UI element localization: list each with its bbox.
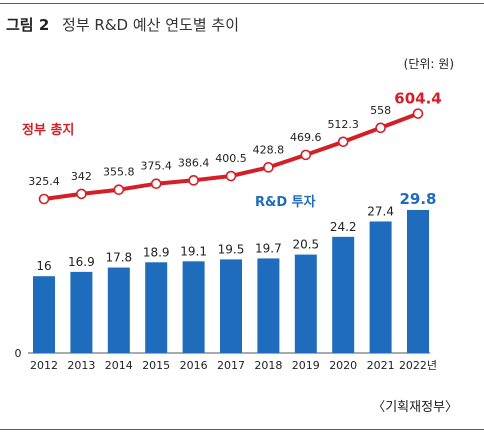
- x-tick-2017: 2017: [217, 359, 245, 372]
- bar-label-2013: 16.9: [68, 255, 95, 269]
- x-tick-2015: 2015: [142, 359, 170, 372]
- line-label-2013: 342: [71, 170, 92, 183]
- bar-2019: [294, 254, 317, 353]
- bar-label-2015: 18.9: [143, 245, 170, 259]
- unit-label: (단위: 원): [403, 57, 454, 71]
- line-point-2015: [150, 178, 162, 189]
- line-label-2021: 558: [370, 104, 391, 117]
- bar-2013: [70, 271, 93, 353]
- bar-2018: [257, 258, 280, 353]
- figure-number: 그림 2: [6, 16, 50, 34]
- bar-series-name: R&D 투자: [255, 195, 316, 210]
- source-label: 〈기획재정부〉: [372, 400, 458, 415]
- bar-label-2016: 19.1: [180, 244, 207, 258]
- bar-2014: [107, 267, 130, 353]
- line-point-2014: [113, 184, 125, 195]
- line-point-2020: [337, 136, 349, 148]
- x-tick-2012: 2012: [30, 359, 58, 372]
- figure-title: 그림 2 정부 R&D 예산 연도별 추이: [6, 14, 239, 35]
- bar-label-2018: 19.7: [255, 241, 282, 255]
- line-label-2017: 400.5: [215, 152, 247, 165]
- line-series-name: 정부 총지: [22, 122, 74, 138]
- line-label-2014: 355.8: [103, 166, 135, 179]
- bar-label-2019: 20.5: [292, 238, 319, 252]
- y-zero-label: 0: [15, 347, 22, 360]
- x-tick-2016: 2016: [180, 359, 208, 372]
- line-point-2018: [263, 162, 274, 173]
- bar-2022년: [407, 209, 429, 353]
- bar-label-2017: 19.5: [218, 242, 245, 256]
- line-label-2015: 375.4: [140, 160, 172, 173]
- line-label-2022년: 604.4: [394, 90, 441, 108]
- bar-2021: [369, 221, 392, 353]
- line-point-2017: [225, 170, 237, 182]
- line-label-2019: 469.6: [290, 131, 322, 144]
- bar-label-2022년: 29.8: [399, 190, 436, 208]
- line-point-2013: [76, 188, 87, 200]
- x-tick-2021: 2021: [367, 359, 395, 372]
- x-tick-2013: 2013: [67, 359, 95, 372]
- figure-title-text: 정부 R&D 예산 연도별 추이: [62, 16, 239, 34]
- bar-label-2020: 24.2: [330, 220, 357, 234]
- line-point-2019: [300, 149, 312, 161]
- line-point-2022년: [412, 108, 424, 119]
- bar-2012: [33, 276, 55, 353]
- bottom-rule: [0, 429, 484, 430]
- bar-label-2021: 27.4: [367, 204, 394, 218]
- bar-2015: [145, 262, 168, 353]
- x-tick-2020: 2020: [329, 359, 357, 372]
- line-label-2020: 512.3: [327, 118, 359, 131]
- line-point-2016: [188, 175, 199, 186]
- bar-label-2012: 16: [36, 259, 51, 273]
- line-point-2021: [375, 122, 386, 134]
- x-tick-2019: 2019: [292, 359, 320, 372]
- x-tick-2014: 2014: [105, 359, 133, 372]
- x-tick-2022년: 2022년: [399, 359, 437, 372]
- bar-label-2014: 17.8: [105, 251, 132, 265]
- top-rule: [0, 3, 484, 4]
- bar-2016: [182, 261, 205, 353]
- line-label-2018: 428.8: [253, 143, 285, 156]
- line-point-2012: [38, 193, 50, 205]
- x-tick-2018: 2018: [254, 359, 282, 372]
- line-label-2016: 386.4: [178, 156, 210, 169]
- bar-2017: [220, 259, 242, 353]
- bar-2020: [332, 236, 355, 353]
- line-label-2012: 325.4: [28, 175, 60, 188]
